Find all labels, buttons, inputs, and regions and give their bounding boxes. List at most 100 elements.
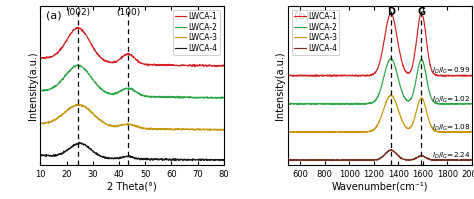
Text: (002): (002)	[66, 8, 91, 17]
LWCA-1	[203, 64, 209, 67]
LWCA-4	[76, 141, 82, 144]
LWCA-4	[469, 159, 474, 161]
LWCA-4	[181, 159, 186, 161]
LWCA-3	[214, 129, 220, 132]
LWCA-2	[90, 77, 95, 80]
LWCA-4	[347, 159, 353, 161]
LWCA-1	[192, 65, 198, 68]
LWCA-1	[382, 36, 387, 39]
LWCA-1	[285, 74, 291, 77]
Line: LWCA-4: LWCA-4	[40, 142, 224, 161]
LWCA-4	[310, 159, 315, 161]
X-axis label: Wavenumber(cm⁻¹): Wavenumber(cm⁻¹)	[332, 182, 428, 192]
LWCA-3	[82, 105, 88, 108]
LWCA-3	[386, 96, 392, 98]
LWCA-4	[82, 143, 88, 146]
Line: LWCA-1: LWCA-1	[40, 27, 224, 67]
LWCA-4	[90, 149, 95, 152]
LWCA-3	[329, 131, 335, 134]
LWCA-2	[203, 97, 209, 99]
LWCA-4	[388, 148, 394, 151]
LWCA-1	[37, 56, 43, 58]
Line: LWCA-2: LWCA-2	[288, 58, 472, 104]
LWCA-1	[75, 26, 81, 29]
LWCA-1	[347, 74, 353, 77]
LWCA-2	[82, 69, 88, 71]
Legend: LWCA-1, LWCA-2, LWCA-3, LWCA-4: LWCA-1, LWCA-2, LWCA-3, LWCA-4	[292, 10, 339, 55]
LWCA-1	[96, 54, 101, 56]
Text: $I_D/I_G$=0.99: $I_D/I_G$=0.99	[432, 66, 470, 76]
LWCA-2	[74, 64, 80, 66]
LWCA-4	[329, 160, 335, 162]
LWCA-2	[316, 103, 322, 105]
Legend: LWCA-1, LWCA-2, LWCA-3, LWCA-4: LWCA-1, LWCA-2, LWCA-3, LWCA-4	[173, 10, 220, 55]
LWCA-2	[388, 57, 394, 60]
LWCA-1	[385, 17, 391, 19]
LWCA-1	[419, 12, 425, 14]
LWCA-1	[441, 75, 447, 77]
LWCA-3	[37, 122, 43, 124]
LWCA-1	[158, 64, 164, 66]
LWCA-4	[382, 153, 388, 156]
LWCA-2	[382, 73, 387, 76]
Text: (a): (a)	[46, 11, 62, 21]
LWCA-3	[310, 131, 315, 134]
LWCA-4	[365, 159, 371, 161]
Text: (100): (100)	[116, 8, 140, 17]
LWCA-1	[90, 44, 95, 47]
Text: (b): (b)	[293, 11, 310, 21]
LWCA-4	[96, 153, 101, 156]
LWCA-4	[285, 159, 291, 161]
Line: LWCA-3: LWCA-3	[288, 95, 472, 133]
LWCA-3	[181, 128, 186, 130]
LWCA-3	[388, 94, 393, 96]
LWCA-4	[386, 150, 392, 152]
LWCA-1	[310, 74, 315, 77]
LWCA-4	[221, 159, 227, 161]
LWCA-3	[158, 128, 164, 130]
LWCA-3	[382, 105, 388, 107]
Line: LWCA-3: LWCA-3	[40, 104, 224, 130]
LWCA-4	[158, 158, 164, 161]
LWCA-1	[82, 33, 88, 35]
LWCA-4	[316, 159, 322, 161]
LWCA-3	[203, 128, 209, 131]
Text: $I_D/I_G$=1.02: $I_D/I_G$=1.02	[432, 94, 470, 105]
LWCA-1	[469, 74, 474, 77]
Y-axis label: Intensity(a.u.): Intensity(a.u.)	[275, 51, 285, 120]
LWCA-1	[181, 64, 186, 66]
LWCA-3	[285, 131, 291, 133]
LWCA-1	[221, 65, 227, 67]
LWCA-2	[37, 89, 43, 91]
LWCA-2	[285, 103, 291, 105]
LWCA-2	[218, 97, 223, 100]
Text: G: G	[418, 7, 426, 17]
LWCA-4	[190, 160, 195, 162]
LWCA-2	[441, 103, 447, 106]
LWCA-4	[37, 154, 43, 156]
LWCA-2	[221, 96, 227, 99]
LWCA-3	[90, 112, 95, 114]
LWCA-2	[385, 61, 391, 63]
LWCA-2	[181, 97, 186, 99]
Text: $I_D/I_G$=2.24: $I_D/I_G$=2.24	[432, 151, 470, 161]
LWCA-2	[365, 102, 371, 105]
Text: D: D	[387, 7, 395, 17]
X-axis label: 2 Theta(°): 2 Theta(°)	[107, 182, 157, 192]
Text: $I_D/I_G$=1.08: $I_D/I_G$=1.08	[432, 123, 470, 133]
LWCA-3	[347, 131, 353, 133]
LWCA-2	[96, 85, 101, 87]
LWCA-4	[203, 158, 209, 161]
LWCA-2	[310, 102, 315, 105]
Line: LWCA-2: LWCA-2	[40, 65, 224, 99]
LWCA-3	[221, 129, 227, 131]
Line: LWCA-4: LWCA-4	[288, 150, 472, 161]
LWCA-1	[316, 74, 322, 77]
LWCA-3	[469, 130, 474, 133]
LWCA-2	[469, 102, 474, 105]
Y-axis label: Intensity(a.u.): Intensity(a.u.)	[27, 51, 37, 120]
Line: LWCA-1: LWCA-1	[288, 13, 472, 76]
LWCA-2	[347, 102, 353, 105]
LWCA-3	[365, 130, 371, 133]
LWCA-3	[316, 131, 322, 134]
